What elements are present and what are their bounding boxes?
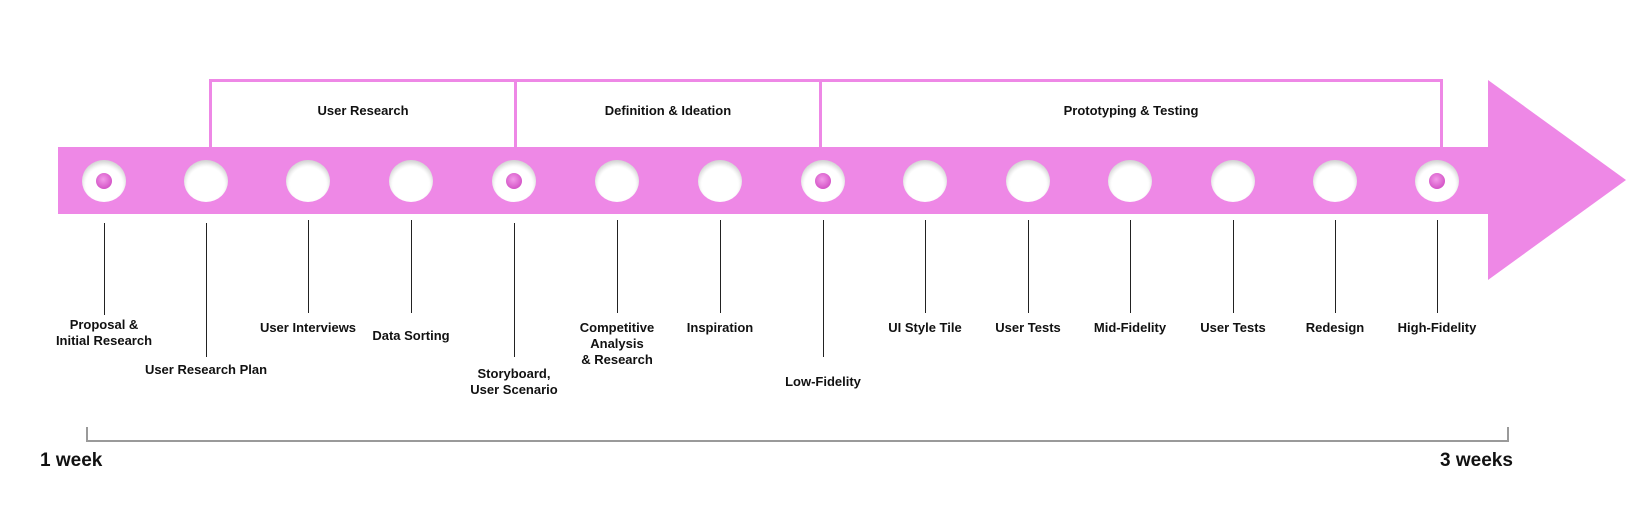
phase-definition-ideation: Definition & Ideation (514, 79, 822, 147)
step-node (389, 160, 433, 202)
step-connector-line (206, 223, 207, 357)
step-label: Low-Fidelity (785, 374, 861, 389)
step-connector-line (1233, 220, 1234, 313)
step-node (595, 160, 639, 202)
step-node (184, 160, 228, 202)
step-node (903, 160, 947, 202)
step-node (1006, 160, 1050, 202)
step-label: Storyboard, User Scenario (470, 366, 558, 397)
scale-start-tick (86, 427, 88, 442)
step-connector-line (1437, 220, 1438, 313)
step-connector-line (104, 223, 105, 315)
step-label: UI Style Tile (888, 320, 962, 335)
phase-user-research: User Research (209, 79, 517, 147)
milestone-node (801, 160, 845, 202)
milestone-node (492, 160, 536, 202)
step-label: Data Sorting (372, 328, 450, 343)
step-label: User Interviews (259, 320, 357, 335)
step-node (1108, 160, 1152, 202)
step-connector-line (1130, 220, 1131, 313)
phase-label: Prototyping & Testing (1063, 103, 1199, 118)
step-connector-line (1335, 220, 1336, 313)
step-node (1313, 160, 1357, 202)
step-node (286, 160, 330, 202)
step-label: User Research Plan (144, 362, 268, 377)
scale-start-label: 1 week (40, 450, 103, 471)
step-label: Proposal & Initial Research (55, 317, 153, 348)
phase-label: User Research (317, 103, 409, 118)
timeline-bar (58, 147, 1490, 214)
milestone-node (1415, 160, 1459, 202)
step-node (1211, 160, 1255, 202)
duration-scale-line (87, 440, 1509, 442)
phase-prototyping-testing: Prototyping & Testing (819, 79, 1443, 147)
step-node (698, 160, 742, 202)
step-connector-line (514, 223, 515, 357)
phase-label: Definition & Ideation (604, 103, 732, 118)
step-label: Mid-Fidelity (1093, 320, 1167, 335)
step-connector-line (411, 220, 412, 313)
step-label: User Tests (995, 320, 1061, 335)
step-connector-line (720, 220, 721, 313)
step-connector-line (925, 220, 926, 313)
scale-end-tick (1507, 427, 1509, 442)
arrow-head-icon (1488, 80, 1626, 280)
step-label: Inspiration (686, 320, 754, 335)
step-connector-line (1028, 220, 1029, 313)
step-label: User Tests (1200, 320, 1266, 335)
step-label: High-Fidelity (1397, 320, 1477, 335)
scale-end-label: 3 weeks (1440, 450, 1513, 471)
step-connector-line (617, 220, 618, 313)
step-label: Redesign (1305, 320, 1365, 335)
step-connector-line (308, 220, 309, 313)
step-connector-line (823, 220, 824, 357)
milestone-node (82, 160, 126, 202)
step-label: Competitive Analysis & Research (579, 320, 655, 367)
